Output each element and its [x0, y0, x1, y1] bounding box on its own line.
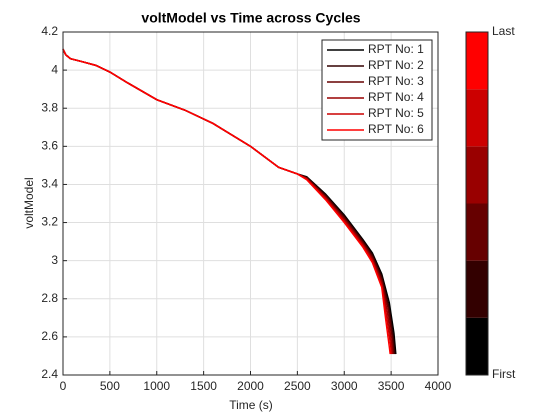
colorbar-box	[465, 31, 489, 376]
x-tick-label: 1000	[143, 379, 170, 393]
y-tick-label: 3.6	[41, 139, 58, 153]
y-tick-label: 3	[51, 253, 58, 267]
legend-label: RPT No: 1	[368, 42, 424, 56]
y-axis-label: voltModel	[22, 177, 36, 228]
legend-box	[321, 39, 433, 141]
legend-label: RPT No: 3	[368, 74, 424, 88]
y-tick-label: 4	[51, 62, 58, 76]
x-tick-label: 2500	[284, 379, 311, 393]
legend-label: RPT No: 6	[368, 122, 424, 136]
legend-label: RPT No: 5	[368, 106, 424, 120]
colorbar-band	[466, 146, 488, 204]
x-tick-label: 2000	[237, 379, 264, 393]
y-tick-label: 2.6	[41, 329, 58, 343]
y-tick-label: 2.8	[41, 291, 58, 305]
colorbar-band	[466, 89, 488, 147]
colorbar-band	[466, 203, 488, 261]
y-tick-label: 2.4	[41, 367, 58, 381]
legend-label: RPT No: 2	[368, 58, 424, 72]
y-tick-label: 3.4	[41, 177, 58, 191]
colorbar-band	[466, 317, 488, 375]
legend-label: RPT No: 4	[368, 90, 424, 104]
x-tick-label: 3000	[331, 379, 358, 393]
x-axis-label: Time (s)	[229, 398, 273, 412]
x-tick-label: 1500	[190, 379, 217, 393]
chart-title: voltModel vs Time across Cycles	[141, 10, 360, 26]
x-tick-label: 500	[100, 379, 120, 393]
colorbar-band	[466, 260, 488, 318]
colorbar-label: Last	[492, 24, 515, 38]
y-tick-label: 3.8	[41, 100, 58, 114]
colorbar-band	[466, 32, 488, 90]
colorbar-label: First	[492, 367, 516, 381]
x-tick-label: 3500	[378, 379, 405, 393]
data-line	[62, 48, 391, 355]
y-tick-label: 4.2	[41, 24, 58, 38]
y-tick-label: 3.2	[41, 215, 58, 229]
axes-box	[62, 31, 439, 376]
x-tick-label: 0	[60, 379, 67, 393]
x-tick-label: 4000	[425, 379, 452, 393]
